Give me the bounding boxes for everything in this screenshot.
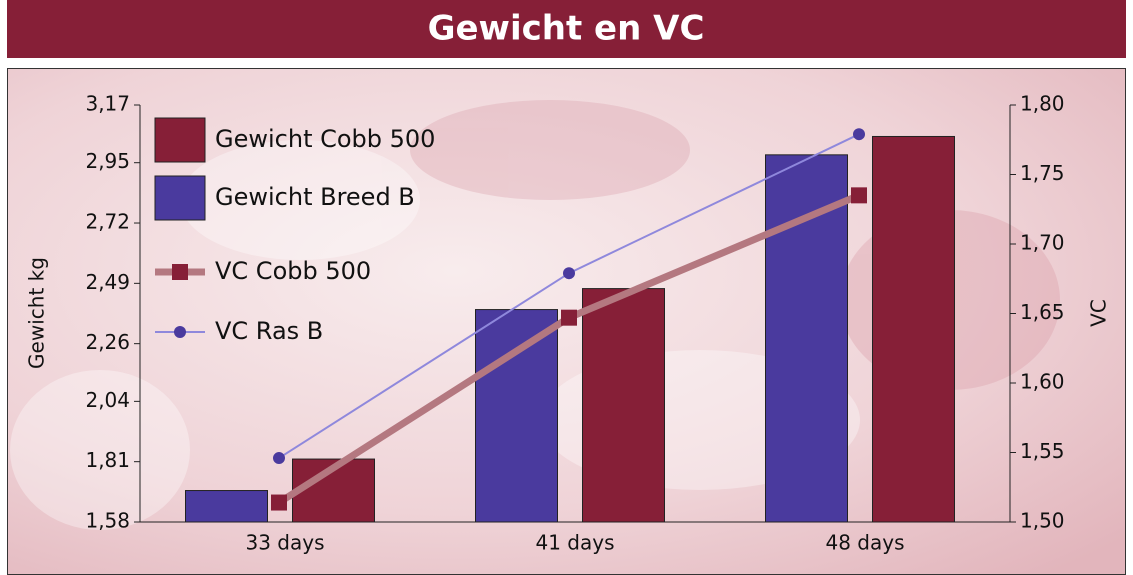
legend-label: VC Ras B (215, 317, 323, 345)
x-tick-label: 41 days (535, 531, 614, 555)
legend-label: Gewicht Cobb 500 (215, 125, 435, 153)
chart: Gewicht en VC Gewicht kg VC 1,58 1,81 2,04… (0, 0, 1133, 575)
y2-tick-label: 1,55 (1020, 439, 1065, 463)
y2-tick-label: 1,50 (1020, 509, 1065, 533)
y2-tick-label: 1,70 (1020, 231, 1065, 255)
y-tick-label: 2,72 (85, 210, 130, 234)
y-tick-label: 1,81 (85, 448, 130, 472)
y-tick-label: 2,49 (85, 270, 130, 294)
y-tick-label: 2,04 (85, 388, 130, 412)
legend-marker (172, 264, 188, 280)
legend-label: Gewicht Breed B (215, 183, 415, 211)
bar (476, 310, 558, 522)
y-tick-label: 2,26 (85, 330, 130, 354)
legend-swatch (155, 118, 205, 162)
legend-marker (174, 326, 186, 338)
legend-label: VC Cobb 500 (215, 257, 371, 285)
x-tick-label: 33 days (245, 531, 324, 555)
y2-axis-label: VC (1087, 299, 1111, 327)
bar (873, 136, 955, 522)
marker (561, 310, 577, 326)
y2-tick-label: 1,75 (1020, 161, 1065, 185)
y2-tick-label: 1,80 (1020, 92, 1065, 116)
y2-tick-label: 1,65 (1020, 300, 1065, 324)
marker (563, 267, 575, 279)
bar (766, 155, 848, 522)
marker (851, 187, 867, 203)
bar (583, 289, 665, 522)
chart-title: Gewicht en VC (428, 9, 705, 49)
marker (853, 128, 865, 140)
y-tick-label: 1,58 (85, 509, 130, 533)
y-tick-label: 3,17 (85, 92, 130, 116)
legend-swatch (155, 176, 205, 220)
y2-tick-label: 1,60 (1020, 370, 1065, 394)
x-tick-label: 48 days (825, 531, 904, 555)
marker (271, 495, 287, 511)
page: Gewicht en VC Gewicht kg VC 1,58 1,81 2,04… (0, 0, 1133, 575)
y-axis-label: Gewicht kg (25, 257, 49, 369)
bar (186, 491, 268, 522)
y-tick-label: 2,95 (85, 149, 130, 173)
marker (273, 452, 285, 464)
